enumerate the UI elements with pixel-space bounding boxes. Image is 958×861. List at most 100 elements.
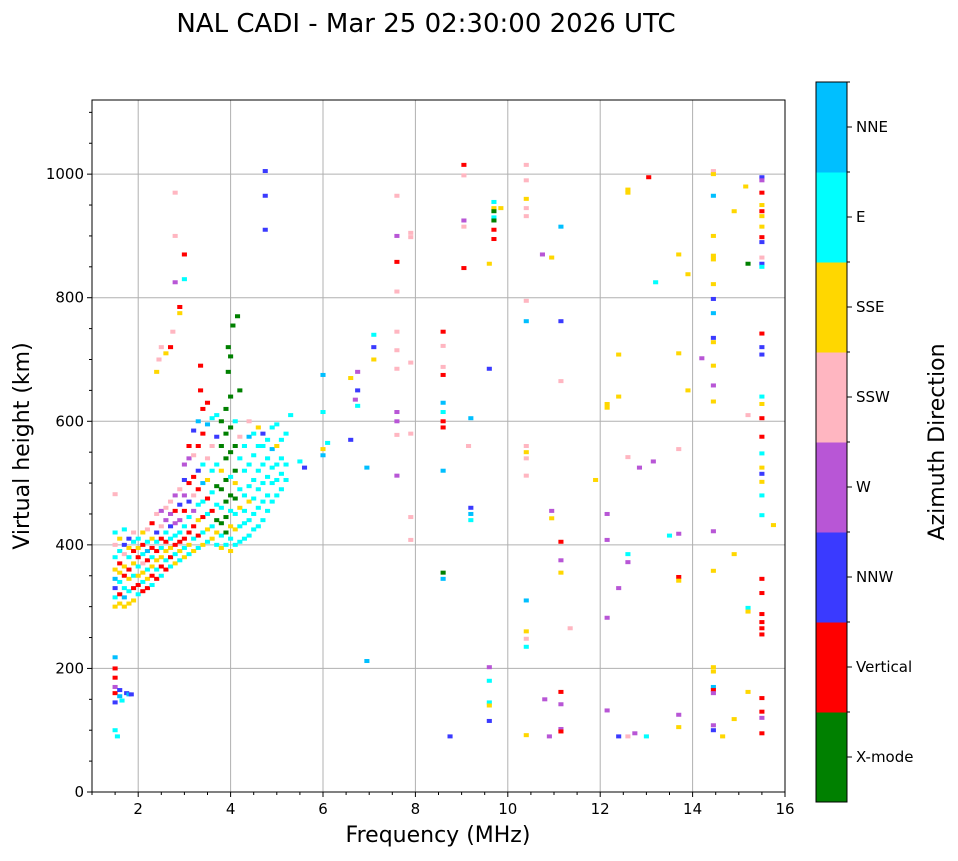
data-point-e: [228, 474, 234, 479]
data-point-e: [759, 394, 765, 399]
data-point-x-mode: [745, 261, 751, 266]
data-point-w: [112, 684, 118, 689]
data-point-w: [699, 356, 705, 361]
data-point-sse: [140, 530, 146, 535]
data-point-e: [241, 521, 248, 526]
data-point-sse: [200, 542, 206, 547]
data-point-sse: [177, 549, 183, 554]
data-point-sse: [121, 604, 127, 609]
data-point-vertical: [117, 561, 123, 566]
data-point-sse: [616, 394, 622, 399]
data-point-ssw: [209, 444, 215, 448]
data-point-e: [255, 487, 261, 492]
data-point-e: [241, 468, 248, 473]
data-point-vertical: [186, 530, 192, 535]
data-point-sse: [218, 545, 224, 550]
data-point-sse: [745, 609, 751, 614]
data-point-e: [260, 481, 266, 486]
data-point-e: [269, 465, 275, 470]
data-point-ssw: [163, 505, 169, 510]
data-point-ssw: [710, 169, 716, 174]
data-point-e: [181, 277, 187, 282]
data-point-nnw: [262, 169, 268, 174]
data-point-e: [144, 539, 150, 544]
data-point-x-mode: [223, 406, 229, 411]
data-point-e: [140, 552, 146, 557]
data-point-w: [558, 558, 564, 563]
data-point-sse: [232, 527, 238, 532]
data-point-ssw: [112, 492, 118, 497]
data-point-vertical: [144, 558, 150, 563]
data-point-ssw: [177, 487, 183, 492]
data-point-sse: [149, 536, 155, 541]
data-point-vertical: [440, 372, 446, 377]
data-point-sse: [154, 369, 160, 374]
data-point-e: [214, 462, 220, 467]
data-point-x-mode: [225, 345, 231, 350]
data-point-ssw: [440, 364, 446, 369]
data-point-vertical: [204, 496, 211, 501]
data-point-e: [625, 552, 631, 557]
data-point-x-mode: [225, 369, 231, 374]
data-point-e: [209, 524, 215, 529]
data-point-sse: [593, 477, 599, 482]
data-point-nnw: [195, 468, 201, 473]
x-tick-label: 4: [226, 800, 236, 818]
data-point-nnw: [486, 718, 492, 723]
data-point-nnw: [710, 728, 716, 733]
data-point-vertical: [209, 508, 215, 513]
data-point-e: [140, 579, 146, 584]
data-point-sse: [172, 561, 178, 566]
data-point-ssw: [461, 173, 467, 178]
data-point-e: [288, 413, 294, 418]
data-point-e: [200, 530, 206, 535]
data-point-e: [172, 533, 178, 538]
data-point-nne: [117, 694, 123, 699]
data-point-vertical: [204, 400, 211, 405]
data-point-e: [486, 700, 492, 705]
data-point-x-mode: [214, 484, 220, 489]
data-point-vertical: [131, 586, 137, 591]
data-point-w: [186, 456, 192, 461]
data-point-w: [486, 665, 492, 670]
data-point-vertical: [163, 539, 169, 544]
data-point-sse: [549, 516, 555, 521]
data-point-e: [320, 410, 326, 415]
data-point-w: [394, 419, 400, 424]
data-point-e: [325, 440, 331, 445]
data-point-ssw: [408, 230, 414, 235]
data-point-e: [195, 545, 201, 550]
data-point-x-mode: [228, 354, 234, 359]
data-point-vertical: [200, 515, 206, 520]
data-point-ssw: [394, 193, 400, 198]
data-point-e: [228, 536, 234, 541]
data-point-sse: [616, 352, 622, 357]
data-point-w: [167, 511, 174, 516]
data-point-nnw: [167, 524, 174, 529]
data-point-sse: [676, 725, 682, 730]
data-point-sse: [720, 734, 726, 739]
data-point-e: [260, 462, 266, 467]
data-point-vertical: [172, 508, 178, 513]
data-point-vertical: [759, 434, 765, 439]
data-point-e: [214, 502, 220, 507]
data-point-vertical: [181, 536, 187, 541]
data-point-x-mode: [440, 570, 446, 575]
x-tick-label: 14: [683, 800, 702, 818]
data-point-w: [542, 697, 548, 702]
data-point-sse: [117, 570, 123, 575]
data-point-w: [604, 511, 610, 516]
data-point-e: [158, 545, 164, 550]
data-point-vertical: [195, 533, 201, 538]
data-point-sse: [604, 405, 610, 410]
data-point-sse: [523, 450, 529, 455]
data-point-x-mode: [232, 496, 238, 501]
data-point-e: [121, 527, 127, 532]
data-point-nnw: [214, 434, 220, 439]
data-point-e: [112, 595, 118, 600]
data-point-ssw: [440, 343, 446, 348]
data-point-vertical: [759, 331, 765, 336]
colorbar-swatch-nne: [816, 82, 847, 173]
data-point-nne: [121, 595, 127, 600]
data-point-nnw: [262, 227, 268, 232]
